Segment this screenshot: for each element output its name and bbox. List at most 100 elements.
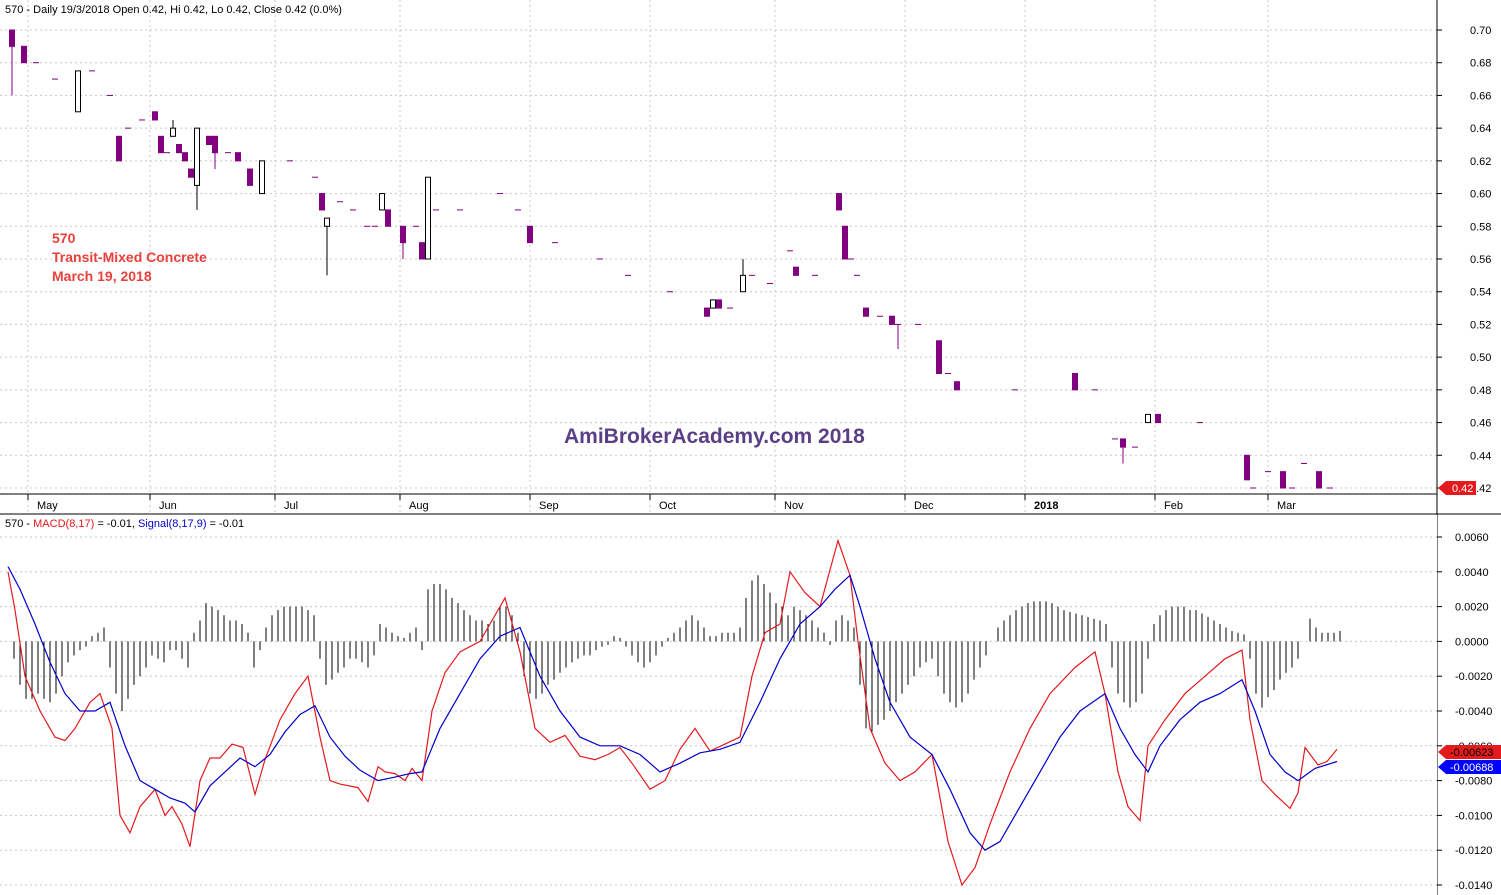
- candle[interactable]: [836, 193, 842, 211]
- candle-body: [1145, 413, 1151, 424]
- candle[interactable]: [176, 144, 182, 154]
- candle[interactable]: [259, 160, 265, 195]
- price-tick-label: 0.66: [1470, 90, 1491, 102]
- candle-body: [1072, 373, 1078, 391]
- candle[interactable]: [152, 111, 158, 121]
- candle-body: [1244, 454, 1250, 481]
- macd-tick-label: -0.0140: [1455, 880, 1492, 892]
- signal-line: [7, 566, 1338, 851]
- price-tick-label: 0.68: [1470, 58, 1491, 70]
- stock-code-annotation: 570: [52, 230, 76, 246]
- candle[interactable]: [1316, 471, 1322, 489]
- candle[interactable]: [75, 70, 81, 113]
- candle[interactable]: [182, 152, 188, 162]
- macd-tick-label: -0.0080: [1455, 776, 1492, 788]
- macd-lines: [7, 538, 1338, 887]
- candle[interactable]: [379, 193, 385, 211]
- macd-tick-label: -0.0040: [1455, 706, 1492, 718]
- candle[interactable]: [1072, 373, 1078, 391]
- candle[interactable]: [863, 307, 869, 317]
- price-tick-label: 0.52: [1470, 319, 1491, 331]
- candle[interactable]: [206, 135, 212, 145]
- x-tick-label: Jun: [159, 500, 177, 512]
- candle-body: [324, 217, 330, 227]
- candle[interactable]: [247, 168, 253, 186]
- candle[interactable]: [212, 135, 218, 170]
- price-panel-header: 570 - Daily 19/3/2018 Open 0.42, Hi 0.42…: [5, 4, 342, 16]
- candle-body: [259, 160, 265, 195]
- candle[interactable]: [793, 266, 799, 276]
- x-tick-label: Aug: [409, 500, 429, 512]
- candle-body: [152, 111, 158, 121]
- candle[interactable]: [842, 225, 848, 260]
- candle[interactable]: [1145, 413, 1151, 424]
- candle-body: [176, 144, 182, 154]
- candle-body: [206, 135, 212, 145]
- macd-badge-value: -0.00623: [1450, 747, 1493, 759]
- candle[interactable]: [170, 119, 176, 137]
- macd-legend-label: MACD(8,17): [33, 518, 94, 530]
- signal-badge-value: -0.00688: [1450, 762, 1493, 774]
- candle[interactable]: [194, 127, 200, 210]
- candle-body: [710, 299, 716, 309]
- candle-body: [527, 225, 533, 244]
- candle[interactable]: [936, 340, 942, 374]
- macd-panel-header: 570 - MACD(8,17) = -0.01, Signal(8,17,9)…: [5, 518, 244, 530]
- company-name-annotation: Transit-Mixed Concrete: [52, 249, 207, 265]
- candle[interactable]: [716, 299, 722, 309]
- candle-body: [842, 225, 848, 260]
- candle[interactable]: [158, 135, 164, 154]
- macd-prefix: 570 -: [5, 518, 33, 530]
- x-tick-label: 2018: [1034, 500, 1058, 512]
- candle[interactable]: [9, 29, 15, 96]
- price-y-axis-ticks: 0.70 0.68 0.66 0.64 0.62 0.60 0.58 0.56 0.54 0.52…: [1437, 25, 1491, 495]
- macd-tick-label: 0.0020: [1455, 602, 1489, 614]
- price-plot-area[interactable]: [0, 0, 1437, 494]
- candle[interactable]: [324, 217, 330, 276]
- candle[interactable]: [704, 307, 710, 317]
- candle[interactable]: [527, 225, 533, 244]
- candle[interactable]: [188, 168, 194, 178]
- price-tick-label: 0.62: [1470, 156, 1491, 168]
- candle[interactable]: [1280, 471, 1286, 489]
- macd-tick-label: 0.0060: [1455, 532, 1489, 544]
- macd-line: [7, 538, 1338, 887]
- candle[interactable]: [425, 176, 431, 260]
- candle-body: [188, 168, 194, 178]
- candle[interactable]: [1155, 413, 1161, 424]
- candle[interactable]: [889, 315, 895, 325]
- candle[interactable]: [954, 381, 960, 391]
- candle[interactable]: [895, 323, 901, 349]
- candle[interactable]: [400, 225, 406, 259]
- price-candles: [9, 29, 1333, 489]
- candle-body: [400, 225, 406, 244]
- macd-value-badge: -0.00623: [1438, 745, 1501, 759]
- candle[interactable]: [419, 242, 425, 260]
- date-annotation: March 19, 2018: [52, 268, 152, 284]
- candle-body: [158, 135, 164, 154]
- candle-body: [385, 209, 391, 227]
- price-tick-label: 0.58: [1470, 221, 1491, 233]
- candle[interactable]: [116, 135, 122, 162]
- x-tick-label: Feb: [1164, 500, 1183, 512]
- candle[interactable]: [1244, 454, 1250, 481]
- candle[interactable]: [385, 209, 391, 227]
- candle-body: [863, 307, 869, 317]
- candle[interactable]: [710, 299, 716, 309]
- candle[interactable]: [740, 259, 746, 293]
- candle[interactable]: [319, 193, 325, 211]
- candle[interactable]: [1120, 438, 1126, 464]
- candle-body: [793, 266, 799, 276]
- price-tick-label: 0.44: [1470, 450, 1491, 462]
- candle[interactable]: [235, 152, 241, 162]
- candle-body: [75, 70, 81, 113]
- candle-body: [1280, 471, 1286, 489]
- x-tick-label: Oct: [659, 500, 676, 512]
- candle-body: [419, 242, 425, 260]
- candle-body: [836, 193, 842, 211]
- macd-y-axis-ticks: 0.0060 0.0040 0.0020 0.0000 -0.0020 -0.0040 -0…: [1437, 532, 1492, 892]
- x-tick-label: Jul: [284, 500, 298, 512]
- candle[interactable]: [21, 45, 27, 64]
- x-tick-label: Mar: [1277, 500, 1296, 512]
